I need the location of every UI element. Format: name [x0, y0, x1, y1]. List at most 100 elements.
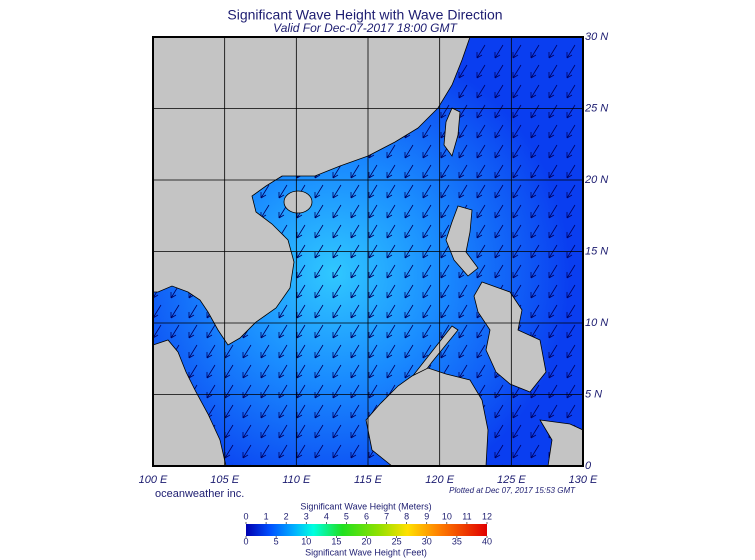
feet-tick-label: 15	[331, 536, 341, 546]
wave-arrow	[566, 304, 576, 319]
plotted-note: Plotted at Dec 07, 2017 15:53 GMT	[449, 486, 576, 495]
wave-arrow	[548, 264, 558, 279]
wave-arrow	[422, 264, 432, 279]
wave-arrow	[368, 304, 378, 319]
wave-arrow	[548, 104, 558, 119]
wave-arrow	[350, 164, 360, 179]
wave-arrow	[422, 284, 432, 299]
wave-arrow	[512, 144, 522, 159]
wave-arrow	[296, 404, 306, 419]
wave-arrow	[350, 224, 360, 239]
wave-arrow	[278, 444, 288, 459]
wave-arrow	[458, 84, 468, 99]
wave-arrow	[548, 144, 558, 159]
wave-arrow	[476, 324, 486, 339]
wave-arrow	[332, 404, 342, 419]
wave-arrow	[386, 324, 396, 339]
wave-arrow	[512, 164, 522, 179]
wave-arrow	[422, 184, 432, 199]
wave-arrow	[440, 344, 450, 359]
wave-arrow	[494, 84, 504, 99]
wave-arrow	[566, 204, 576, 219]
lon-label: 115 E	[354, 474, 383, 486]
wave-arrow	[170, 304, 180, 319]
wave-arrow	[242, 364, 252, 379]
lon-label: 105 E	[210, 474, 239, 486]
wave-arrow	[566, 404, 576, 419]
wave-arrow	[350, 184, 360, 199]
wave-arrow	[458, 324, 468, 339]
wave-arrow	[458, 64, 468, 79]
wave-arrow	[566, 224, 576, 239]
wave-arrow	[440, 204, 450, 219]
wave-arrow	[332, 384, 342, 399]
wave-arrow	[386, 144, 396, 159]
wave-arrow	[476, 204, 486, 219]
wave-arrow	[548, 224, 558, 239]
wave-arrow	[440, 164, 450, 179]
meters-tick-label: 11	[462, 511, 471, 521]
wave-arrow	[386, 224, 396, 239]
wave-arrow	[350, 444, 360, 459]
wave-arrow	[548, 284, 558, 299]
wave-arrow	[206, 324, 216, 339]
wave-arrow	[440, 184, 450, 199]
wave-arrow	[260, 344, 270, 359]
wave-arrow	[512, 124, 522, 139]
wave-arrow	[386, 344, 396, 359]
lat-label: 0	[585, 460, 592, 472]
wave-arrow	[476, 144, 486, 159]
wave-arrow	[548, 64, 558, 79]
wave-arrow	[566, 144, 576, 159]
wave-arrow	[494, 124, 504, 139]
meters-tick-label: 7	[384, 511, 389, 521]
wave-arrow	[566, 44, 576, 59]
wave-arrow	[386, 304, 396, 319]
wave-arrow	[530, 284, 540, 299]
wave-arrow	[314, 404, 324, 419]
wave-arrow	[296, 344, 306, 359]
wave-arrow	[188, 344, 198, 359]
wave-arrow	[350, 344, 360, 359]
lat-label: 20 N	[584, 174, 608, 186]
wave-arrow	[314, 304, 324, 319]
wave-arrow	[296, 224, 306, 239]
meters-tick-label: 3	[304, 511, 309, 521]
wave-arrow	[350, 304, 360, 319]
lat-label: 5 N	[585, 388, 602, 400]
wave-arrow	[188, 324, 198, 339]
wave-arrow	[368, 164, 378, 179]
wave-arrow	[530, 204, 540, 219]
wave-arrow	[296, 444, 306, 459]
wave-arrow	[278, 424, 288, 439]
wave-arrow	[458, 304, 468, 319]
lat-label: 25 N	[584, 102, 608, 114]
wave-arrow	[242, 344, 252, 359]
wave-arrow	[332, 344, 342, 359]
wave-arrow	[548, 304, 558, 319]
axis-labels: 100 E 105 E 110 E 115 E 120 E 125 E 130 E 0 5 N 1…	[139, 31, 609, 486]
wave-arrow	[476, 344, 486, 359]
wave-arrow	[386, 264, 396, 279]
wave-arrow	[530, 424, 540, 439]
wave-arrow	[386, 204, 396, 219]
feet-tick-label: 25	[392, 536, 402, 546]
wave-arrow	[242, 384, 252, 399]
wave-arrow	[296, 264, 306, 279]
wave-arrow	[350, 364, 360, 379]
wave-arrow	[530, 304, 540, 319]
wave-arrow	[314, 344, 324, 359]
wave-arrow	[512, 44, 522, 59]
wave-arrow	[548, 124, 558, 139]
wave-arrow	[512, 104, 522, 119]
wave-arrow	[494, 104, 504, 119]
wave-arrow	[296, 324, 306, 339]
lon-label: 130 E	[569, 474, 598, 486]
credit: oceanweather inc.	[155, 488, 244, 500]
meters-tick-label: 4	[324, 511, 329, 521]
wave-arrow	[404, 164, 414, 179]
wave-arrow	[566, 324, 576, 339]
wave-arrow	[368, 204, 378, 219]
wave-arrow	[350, 324, 360, 339]
wave-arrow	[422, 344, 432, 359]
